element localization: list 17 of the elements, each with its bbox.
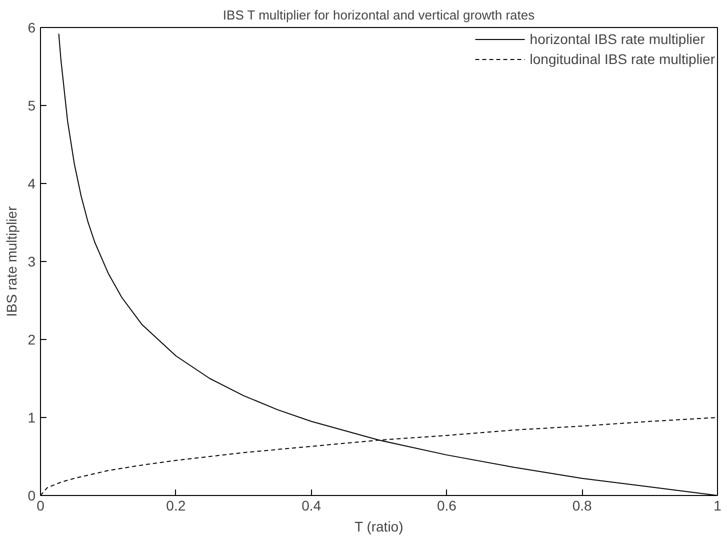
legend-label: horizontal IBS rate multiplier <box>530 31 705 47</box>
y-tick-label: 2 <box>28 332 36 348</box>
x-tick-label: 0.6 <box>436 498 457 514</box>
y-axis-title: IBS rate multiplier <box>4 206 20 317</box>
x-tick-label: 0.2 <box>166 498 186 514</box>
y-tick-label: 3 <box>28 254 36 270</box>
y-tick-label: 4 <box>28 176 36 192</box>
x-tick-label: 1 <box>714 498 722 514</box>
chart-title: IBS T multiplier for horizontal and vertical growth rates <box>222 8 536 22</box>
y-tick-label: 5 <box>28 98 36 114</box>
legend-label: longitudinal IBS rate multiplier <box>530 51 715 67</box>
x-tick-label: 0.8 <box>572 498 592 514</box>
x-axis-title: T (ratio) <box>354 518 404 534</box>
y-tick-label: 1 <box>28 410 36 426</box>
y-tick-label: 0 <box>28 488 36 504</box>
y-tick-label: 6 <box>28 20 36 36</box>
x-tick-label: 0.4 <box>302 498 322 514</box>
